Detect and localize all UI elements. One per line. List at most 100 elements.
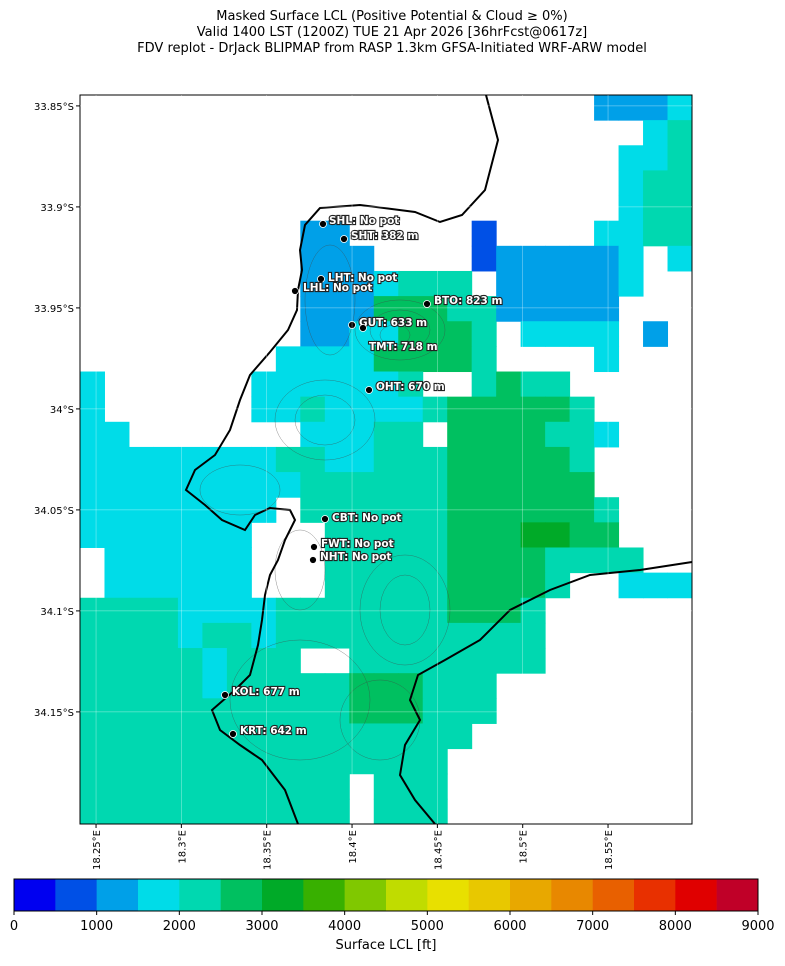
lcl-cell xyxy=(300,346,326,373)
lcl-cell xyxy=(520,522,546,548)
lcl-cell xyxy=(275,371,301,398)
terrain-contours xyxy=(199,244,451,761)
lcl-cell xyxy=(643,170,669,197)
lcl-cell xyxy=(471,648,497,674)
lcl-cell xyxy=(202,723,228,750)
lcl-cell xyxy=(349,296,375,322)
lcl-cell xyxy=(422,270,448,297)
lcl-cell xyxy=(471,421,497,448)
lcl-cell xyxy=(300,321,326,347)
colorbar-tick-label: 2000 xyxy=(163,919,196,934)
axes: 33.85°S 33.9°S 33.95°S 34°S 34.05°S 34.1°S 34.… xyxy=(34,95,692,870)
lcl-cell xyxy=(618,572,644,599)
lcl-cell xyxy=(643,95,669,121)
lcl-cell xyxy=(177,622,203,649)
title-line: Valid 1400 LST (1200Z) TUE 21 Apr 2026 [… xyxy=(197,25,588,40)
lcl-cell xyxy=(202,648,228,674)
lcl-cell xyxy=(643,321,669,347)
lcl-cell xyxy=(202,773,228,800)
lcl-cell xyxy=(349,245,375,272)
lcl-cell xyxy=(545,547,571,574)
lcl-cell xyxy=(545,472,571,498)
lcl-cell xyxy=(594,346,620,373)
lcl-cell xyxy=(324,321,350,347)
lcl-cell xyxy=(324,698,350,724)
station-label: LHT: No pot xyxy=(328,272,397,284)
lcl-cell xyxy=(471,446,497,473)
lcl-cell xyxy=(594,220,620,247)
lcl-cell xyxy=(447,522,473,548)
lcl-cell xyxy=(496,622,522,649)
lcl-cell xyxy=(104,698,130,724)
lcl-cell xyxy=(496,572,522,599)
lcl-cell xyxy=(398,421,424,448)
station-dot xyxy=(359,324,367,332)
colorbar-swatch xyxy=(14,879,56,911)
station-label: SHT: 382 m xyxy=(351,230,418,242)
lcl-cell xyxy=(80,371,105,398)
lcl-cell xyxy=(202,622,228,649)
x-tick-label: 18.55°E xyxy=(604,830,615,870)
lcl-cell xyxy=(545,446,571,473)
lcl-cell xyxy=(153,446,179,473)
lcl-cell xyxy=(226,446,252,473)
lcl-cell xyxy=(128,648,154,674)
lcl-cell xyxy=(275,673,301,699)
lcl-cell xyxy=(618,195,644,222)
lcl-cell xyxy=(422,472,448,498)
lcl-cell xyxy=(275,597,301,624)
station-dot xyxy=(423,300,431,308)
lcl-cell xyxy=(104,748,130,775)
station-dot xyxy=(340,235,348,243)
lcl-cell xyxy=(300,773,326,800)
lcl-cell xyxy=(177,773,203,800)
lcl-cell xyxy=(153,547,179,574)
lcl-cell xyxy=(618,220,644,247)
lcl-cell xyxy=(471,597,497,624)
lcl-cell xyxy=(275,622,301,649)
lcl-cell xyxy=(471,346,497,373)
lcl-cell xyxy=(104,673,130,699)
lcl-cell xyxy=(128,748,154,775)
lcl-cell xyxy=(251,396,277,423)
lcl-cell xyxy=(226,622,252,649)
lcl-cell xyxy=(202,572,228,599)
lcl-cell xyxy=(373,396,399,423)
lcl-cell xyxy=(177,648,203,674)
lcl-cell xyxy=(667,120,693,146)
y-tick-label: 33.95°S xyxy=(34,304,74,315)
lcl-cell xyxy=(398,446,424,473)
lcl-cell xyxy=(128,773,154,800)
lcl-cell xyxy=(398,296,424,322)
lcl-cell xyxy=(667,220,693,247)
colorbar-tick-label: 4000 xyxy=(328,919,361,934)
lcl-cell xyxy=(104,472,130,498)
lcl-cell xyxy=(80,648,105,674)
lcl-cell xyxy=(667,170,693,197)
lcl-cell xyxy=(520,648,546,674)
lcl-cell xyxy=(251,798,277,825)
lcl-cell xyxy=(128,673,154,699)
lcl-cell xyxy=(398,371,424,398)
lcl-cell xyxy=(153,773,179,800)
station-label: SHL: No pot xyxy=(329,215,399,227)
lcl-cell xyxy=(422,446,448,473)
lcl-cell xyxy=(80,472,105,498)
lcl-cell xyxy=(667,245,693,272)
lcl-cell xyxy=(177,723,203,750)
lcl-cell xyxy=(202,522,228,548)
lcl-cell xyxy=(226,773,252,800)
lcl-cell xyxy=(153,622,179,649)
lcl-cell xyxy=(80,421,105,448)
lcl-cell xyxy=(520,321,546,347)
lcl-cell xyxy=(80,673,105,699)
lcl-cell xyxy=(471,522,497,548)
lcl-cell xyxy=(153,597,179,624)
title-line: FDV replot - DrJack BLIPMAP from RASP 1.… xyxy=(137,41,647,56)
lcl-cell xyxy=(373,572,399,599)
lcl-cell xyxy=(520,547,546,574)
lcl-cell xyxy=(300,396,326,423)
lcl-cell xyxy=(324,773,350,800)
colorbar-swatch xyxy=(427,879,469,911)
lcl-cell xyxy=(275,472,301,498)
